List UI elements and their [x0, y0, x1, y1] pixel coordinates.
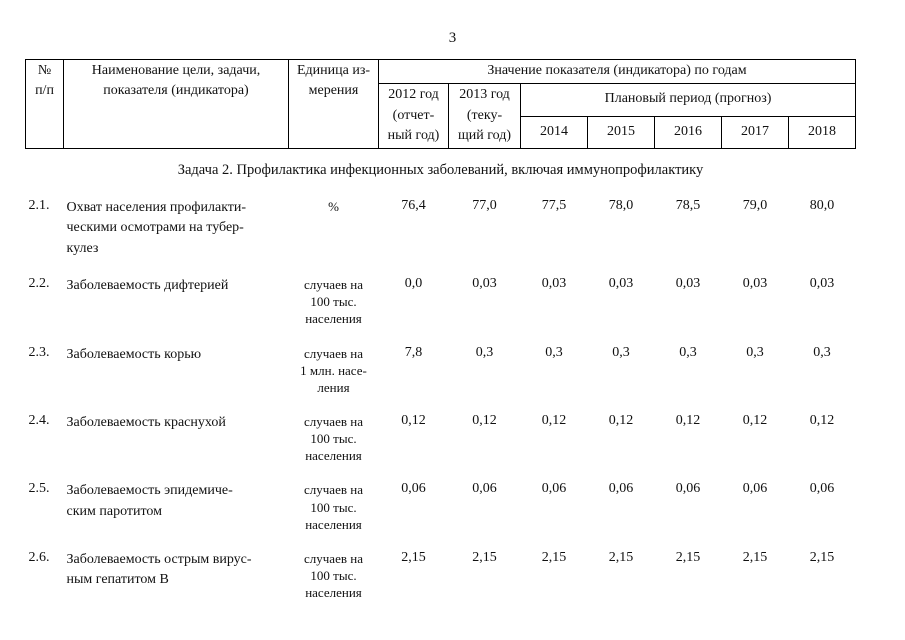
value-2018: 0,06: [809, 481, 835, 497]
value-2013: 0,03: [472, 276, 497, 292]
row-number: 2.2.: [28, 276, 50, 292]
value-2014: 0,12: [541, 413, 567, 429]
header-row-1: № п/п Наименование цели, задачи, показат…: [25, 58, 856, 150]
value-2017: 0,03: [742, 276, 768, 292]
value-2016: 0,12: [675, 413, 701, 429]
page-number: 3: [448, 30, 457, 46]
value-2012: 7,8: [404, 344, 423, 360]
col-header-plan-period: Плановый период (прогноз): [520, 83, 856, 117]
value-2018: 2,15: [809, 549, 835, 565]
value-2012: 0,06: [401, 481, 426, 497]
value-2018: 0,12: [809, 413, 835, 429]
value-2017: 0,06: [742, 481, 768, 497]
col-header-unit: Единица из- мерения: [288, 58, 379, 150]
value-2014: 77,5: [541, 198, 567, 214]
value-2016: 0,06: [675, 481, 701, 497]
row-number: 2.5.: [28, 481, 50, 497]
unit-of-measure: случаев на 100 тыс. населения: [304, 482, 363, 532]
table-row: 2.1. Охват населения профилакти- ческими…: [26, 198, 856, 276]
col-header-2013: 2013 год (теку- щий год): [448, 83, 521, 150]
indicator-name: Заболеваемость дифтерией: [66, 278, 229, 294]
value-2016: 0,3: [679, 344, 697, 360]
value-2014: 0,06: [541, 481, 567, 497]
indicator-name: Заболеваемость эпидемиче- ским паротитом: [66, 483, 233, 519]
value-2015: 0,03: [608, 276, 634, 292]
value-2015: 0,3: [612, 344, 630, 360]
value-2015: 2,15: [608, 549, 634, 565]
indicator-name: Заболеваемость острым вирус- ным гепатит…: [66, 551, 252, 588]
value-2014: 0,3: [545, 344, 563, 360]
value-2014: 2,15: [541, 549, 567, 565]
value-2018: 0,03: [809, 276, 835, 292]
col-header-year-2016: 2016: [654, 115, 722, 150]
indicator-name: Заболеваемость корью: [66, 346, 202, 362]
value-2013: 2,15: [472, 549, 497, 565]
value-2015: 0,06: [608, 481, 634, 497]
value-2013: 0,12: [472, 413, 497, 429]
col-header-year-2014: 2014: [520, 115, 588, 150]
indicators-table: № п/п Наименование цели, задачи, показат…: [25, 58, 856, 618]
value-2014: 0,03: [541, 276, 567, 292]
value-2016: 2,15: [675, 549, 701, 565]
value-2017: 0,12: [742, 413, 768, 429]
col-header-name: Наименование цели, задачи, показателя (и…: [63, 58, 289, 150]
row-number: 2.6.: [28, 549, 50, 565]
col-header-year-2018: 2018: [788, 115, 856, 150]
row-number: 2.3.: [28, 344, 50, 360]
value-2018: 80,0: [809, 198, 835, 214]
unit-of-measure: случаев на 100 тыс. населения: [304, 550, 363, 601]
value-2015: 78,0: [608, 198, 634, 214]
value-2012: 2,15: [401, 549, 426, 565]
col-header-values-title: Значение показателя (индикатора) по года…: [378, 58, 856, 85]
unit-of-measure: случаев на 1 млн. насе- ления: [300, 345, 367, 395]
indicator-name: Заболеваемость краснухой: [66, 415, 226, 431]
col-header-2012: 2012 год (отчет- ный год): [378, 83, 449, 150]
value-2013: 77,0: [472, 198, 497, 214]
table-row: 2.2. Заболеваемость дифтерией случаев на…: [26, 276, 856, 344]
col-header-num: № п/п: [25, 58, 64, 150]
value-2017: 79,0: [742, 198, 768, 214]
section-title: Задача 2. Профилактика инфекционных забо…: [177, 162, 704, 179]
table-row: 2.4. Заболеваемость краснухой случаев на…: [26, 413, 856, 481]
col-header-year-2017: 2017: [721, 115, 789, 150]
value-2012: 76,4: [401, 198, 426, 214]
unit-of-measure: случаев на 100 тыс. населения: [304, 414, 363, 464]
value-2017: 0,3: [746, 344, 764, 360]
table-row: 2.6. Заболеваемость острым вирус- ным ге…: [26, 550, 856, 618]
value-2017: 2,15: [742, 549, 768, 565]
value-2015: 0,12: [608, 413, 634, 429]
header-row-3: 2014 2015 2016 2017 2018: [26, 115, 856, 150]
row-number: 2.4.: [28, 413, 50, 429]
value-2013: 0,3: [475, 344, 494, 360]
value-2013: 0,06: [472, 481, 497, 497]
value-2018: 0,3: [813, 344, 831, 360]
value-2012: 0,0: [404, 276, 423, 292]
value-2012: 0,12: [401, 413, 426, 429]
table-row: 2.3. Заболеваемость корью случаев на 1 м…: [26, 345, 856, 413]
indicator-name: Охват населения профилакти- ческими осмо…: [66, 200, 247, 256]
value-2016: 0,03: [675, 276, 701, 292]
table-row: 2.5. Заболеваемость эпидемиче- ским паро…: [26, 481, 856, 549]
unit-of-measure: %: [328, 199, 339, 215]
row-number: 2.1.: [28, 198, 50, 214]
section-title-row: Задача 2. Профилактика инфекционных забо…: [26, 149, 856, 199]
col-header-year-2015: 2015: [587, 115, 655, 150]
unit-of-measure: случаев на 100 тыс. населения: [304, 277, 363, 327]
value-2016: 78,5: [675, 198, 701, 214]
